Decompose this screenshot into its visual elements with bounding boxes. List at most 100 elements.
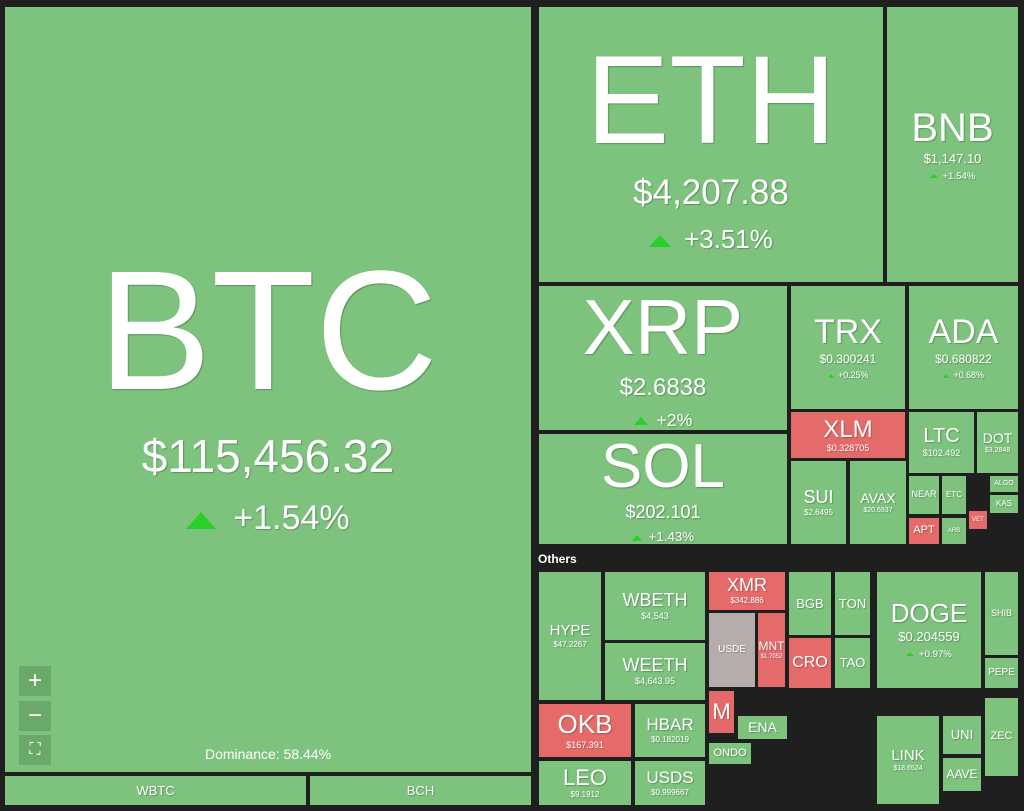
tile[interactable]: BNB $1,147.10 +1.54% bbox=[886, 6, 1019, 283]
tile-price: $2.6495 bbox=[804, 507, 833, 517]
tile[interactable]: LINK $18.6524 bbox=[876, 715, 940, 805]
tile[interactable]: WBETH $4,543 bbox=[604, 571, 706, 641]
tile-price: $342.886 bbox=[730, 596, 764, 606]
tile-price: $202.101 bbox=[625, 502, 701, 523]
tile-symbol: USDS bbox=[646, 767, 694, 787]
zoom-out[interactable]: − bbox=[19, 701, 51, 731]
tile[interactable]: ARB bbox=[941, 517, 967, 545]
tile[interactable]: LEO $9.1912 bbox=[538, 760, 632, 806]
tile-symbol: TON bbox=[838, 595, 867, 611]
tile-symbol: WBTC bbox=[136, 782, 175, 798]
tile-symbol: LINK bbox=[891, 746, 925, 764]
tile[interactable]: ETC bbox=[941, 475, 967, 515]
tile-symbol: AAVE bbox=[946, 767, 978, 782]
tile-symbol: SHIB bbox=[990, 607, 1012, 618]
tile[interactable]: LTC $102.492 bbox=[908, 411, 975, 474]
tile-symbol: NEAR bbox=[911, 489, 937, 500]
tile[interactable]: TAO bbox=[834, 637, 871, 689]
tile-symbol: ETC bbox=[946, 489, 962, 499]
tile-price: $4,543 bbox=[641, 610, 669, 621]
tile-symbol: ARB bbox=[947, 527, 961, 534]
tile-symbol: ADA bbox=[928, 312, 999, 351]
tile-symbol: SOL bbox=[600, 433, 726, 501]
tile[interactable]: SHIB bbox=[984, 571, 1019, 656]
tile[interactable]: SOL $202.101 +1.43% bbox=[538, 433, 788, 545]
tile-symbol: APT bbox=[913, 524, 935, 537]
tile[interactable]: USDS $0.999667 bbox=[634, 760, 706, 806]
tile[interactable]: USDE bbox=[708, 612, 756, 688]
tile-symbol: ENA bbox=[748, 719, 777, 736]
tile-symbol: XMR bbox=[727, 575, 767, 596]
tile-change: +0.97% bbox=[906, 649, 952, 660]
tile-price: $9.1912 bbox=[570, 790, 600, 800]
tile-change: +0.25% bbox=[828, 370, 868, 380]
tile-change: +0.68% bbox=[943, 370, 984, 380]
tile-symbol: ETH bbox=[586, 30, 836, 170]
tile-price: $0.300241 bbox=[819, 352, 877, 367]
tile-price: $4,643.95 bbox=[634, 676, 676, 687]
tile-symbol: ONDO bbox=[713, 746, 747, 759]
tile-change: +1.54% bbox=[930, 171, 975, 182]
tile-symbol: ALGO bbox=[994, 480, 1014, 488]
tile[interactable]: KAS bbox=[989, 494, 1019, 514]
tile[interactable]: DOT $3.2848 bbox=[976, 411, 1019, 474]
tile[interactable]: DOGE $0.204559 +0.97% bbox=[876, 571, 982, 689]
tile-symbol: LEO bbox=[562, 765, 608, 791]
tile-price: $4,207.88 bbox=[633, 172, 789, 212]
tile[interactable]: WBTC bbox=[4, 775, 307, 806]
tile[interactable]: XLM $0.328705 bbox=[790, 411, 906, 459]
tile[interactable]: BTC $115,456.32 +1.54% bbox=[4, 6, 532, 773]
tile-price: $2.6838 bbox=[619, 373, 707, 401]
tile[interactable]: TON bbox=[834, 571, 871, 636]
tile-change: +1.43% bbox=[632, 530, 695, 544]
tile[interactable]: UNI bbox=[942, 715, 982, 755]
tile-symbol: XLM bbox=[823, 415, 873, 443]
tile[interactable]: PEPE bbox=[984, 657, 1019, 689]
tile[interactable]: ADA $0.680822 +0.68% bbox=[908, 285, 1019, 410]
tile[interactable]: ALGO bbox=[989, 475, 1019, 493]
fullscreen[interactable]: ⛶ bbox=[19, 735, 51, 765]
tile-change: +1.54% bbox=[186, 500, 349, 537]
tile-price: $167.391 bbox=[566, 739, 604, 750]
group-label: Others bbox=[538, 552, 577, 566]
tile-symbol: MNT bbox=[758, 638, 785, 653]
zoom-in[interactable]: + bbox=[19, 666, 51, 696]
tile[interactable]: SUI $2.6495 bbox=[790, 460, 847, 545]
tile[interactable]: HBAR $0.182019 bbox=[634, 703, 706, 758]
tile-symbol: UNI bbox=[950, 727, 974, 743]
dominance: Dominance: 58.44% bbox=[204, 746, 332, 762]
tile[interactable]: TRX $0.300241 +0.25% bbox=[790, 285, 906, 410]
tile-symbol: WBETH bbox=[622, 589, 688, 610]
tile-price: $20.6937 bbox=[863, 507, 893, 515]
tile[interactable]: VET bbox=[968, 510, 988, 530]
tile[interactable]: APT bbox=[908, 517, 940, 545]
tile-symbol: VET bbox=[972, 516, 984, 523]
tile[interactable]: WEETH $4,643.95 bbox=[604, 642, 706, 701]
tile[interactable]: OKB $167.391 bbox=[538, 703, 632, 758]
tile-price: $0.204559 bbox=[898, 629, 960, 645]
tile[interactable]: ENA bbox=[737, 715, 788, 740]
tile[interactable]: MNT $1.7052 bbox=[757, 612, 786, 688]
tile[interactable]: XMR $342.886 bbox=[708, 571, 786, 611]
tile[interactable]: CRO bbox=[788, 637, 832, 689]
tile[interactable]: HYPE $47.2267 bbox=[538, 571, 602, 701]
tile-price: $0.182019 bbox=[651, 735, 689, 745]
tile-price: $0.680822 bbox=[935, 352, 992, 367]
tile[interactable]: ETH $4,207.88 +3.51% bbox=[538, 6, 884, 283]
tile-symbol: AVAX bbox=[860, 489, 896, 506]
tile[interactable]: AAVE bbox=[942, 757, 982, 792]
tile-price: $0.328705 bbox=[826, 443, 870, 453]
tile-price: $18.6524 bbox=[893, 765, 923, 773]
tile[interactable]: BCH bbox=[309, 775, 532, 806]
tile-price: $0.999667 bbox=[651, 787, 689, 797]
tile[interactable]: AVAX $20.6937 bbox=[849, 460, 907, 545]
tile[interactable]: XRP $2.6838 +2% bbox=[538, 285, 788, 431]
tile[interactable]: BGB bbox=[788, 571, 832, 636]
tile-price: $115,456.32 bbox=[141, 430, 395, 483]
tile[interactable]: ZEC bbox=[984, 697, 1019, 777]
tile[interactable]: ONDO bbox=[708, 742, 752, 765]
tile[interactable]: NEAR bbox=[908, 475, 940, 515]
tile-change: +3.51% bbox=[649, 226, 773, 254]
tile[interactable]: M bbox=[708, 690, 735, 734]
tile-symbol: ZEC bbox=[990, 730, 1013, 743]
